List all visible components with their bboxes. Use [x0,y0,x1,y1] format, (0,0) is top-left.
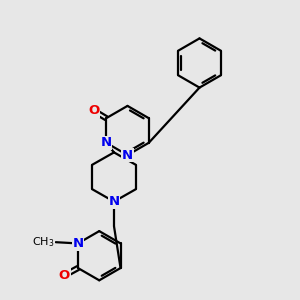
Text: N: N [100,136,112,149]
Text: N: N [108,195,120,208]
Text: O: O [59,269,70,282]
Text: N: N [122,148,133,162]
Text: N: N [72,237,83,250]
Text: O: O [88,104,100,117]
Text: CH$_3$: CH$_3$ [32,235,54,249]
